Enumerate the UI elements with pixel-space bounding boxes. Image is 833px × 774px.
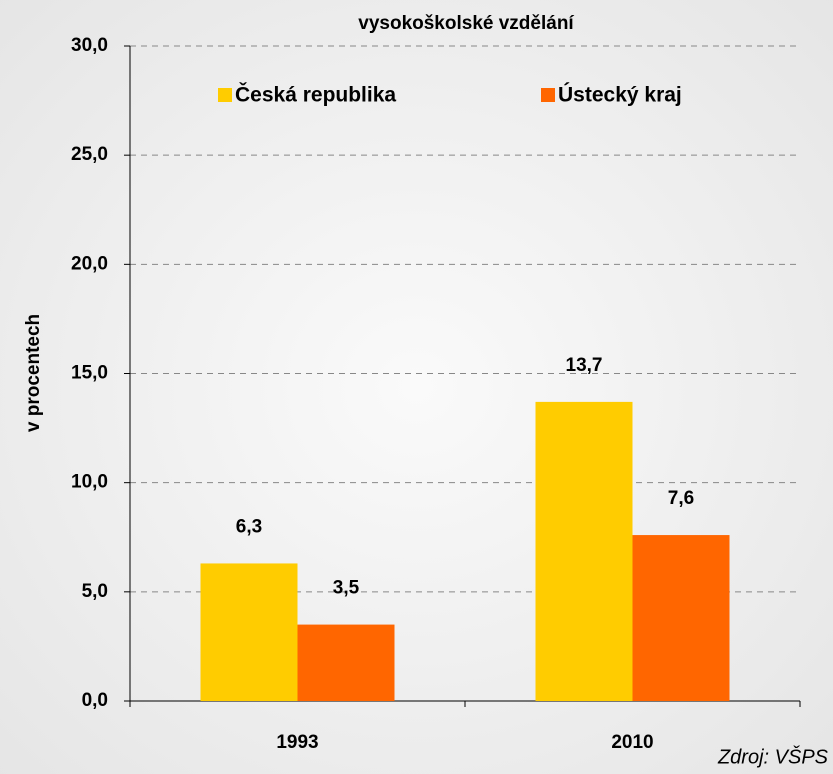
source-note: Zdroj: VŠPS (717, 745, 829, 768)
bar (535, 401, 633, 701)
y-tick-label: 5,0 (82, 581, 108, 602)
x-tick-label: 2010 (611, 732, 653, 753)
chart-title: vysokoškolské vzdělání (358, 13, 574, 34)
value-label: 6,3 (236, 516, 262, 537)
value-label: 13,7 (566, 355, 603, 376)
y-tick-label: 10,0 (71, 472, 108, 493)
bar (632, 535, 730, 701)
legend-swatch (541, 88, 555, 102)
y-tick-label: 20,0 (71, 253, 108, 274)
value-label: 3,5 (333, 578, 360, 599)
y-tick-label: 30,0 (71, 35, 108, 56)
bar (297, 624, 395, 701)
bar (200, 563, 298, 701)
y-tick-label: 25,0 (71, 144, 108, 165)
value-label: 7,6 (668, 488, 694, 509)
legend-label: Česká republika (235, 83, 396, 107)
x-tick-label: 1993 (276, 732, 318, 753)
y-tick-label: 0,0 (82, 690, 108, 711)
y-axis-label: v procentech (23, 314, 44, 432)
legend-label: Ústecký kraj (558, 83, 682, 107)
y-tick-label: 15,0 (71, 363, 108, 384)
legend-swatch (218, 88, 232, 102)
